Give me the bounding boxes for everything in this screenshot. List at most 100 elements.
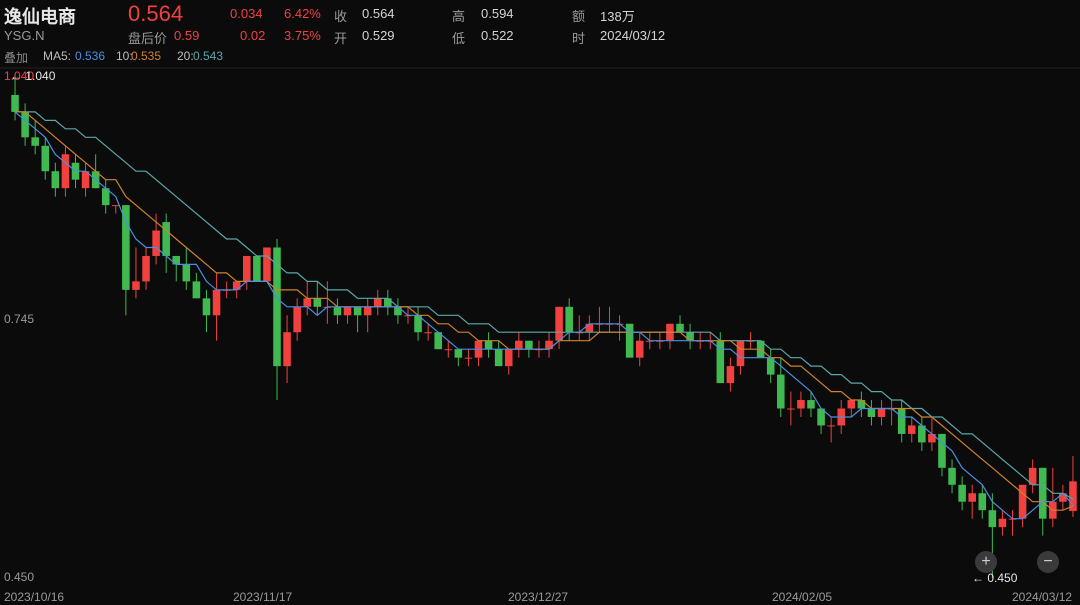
stock-symbol: YSG.N [4,28,45,43]
price-change: 0.034 [230,6,263,21]
candle-body [253,255,261,282]
high-label: 高 [452,9,466,24]
after-hours-price: 0.59 [174,28,200,43]
low-value: 0.522 [481,28,514,43]
open-value: 0.529 [362,28,395,43]
candle-body [283,332,291,367]
candle-body [565,306,573,333]
candle-body [776,374,785,409]
candle-body [394,306,402,316]
candle-body [202,298,211,316]
candle-body [555,306,563,341]
x-axis-label: 2023/10/16 [4,590,64,604]
candle-body [545,340,553,350]
candle-body [1018,484,1027,519]
candle-body [152,230,160,256]
price-change-pct: 6.42% [284,6,321,21]
candle-body [504,349,513,367]
candle-body [182,264,191,282]
candle-body [1069,481,1077,512]
candle-body [988,510,997,528]
candle-body [494,349,503,367]
candle-body [112,205,120,207]
candle-body [726,366,735,384]
y-axis-label: 0.450 [4,570,34,584]
overlay-button[interactable]: 叠加 [4,51,29,65]
candle-body [414,315,422,333]
candle-body [81,171,90,189]
candle-body [827,425,835,427]
candle-body [676,323,684,333]
candle-body [333,306,342,316]
after-hours-change: 0.02 [240,28,266,43]
candle-body [938,433,946,468]
candle-body [212,289,221,316]
x-axis-label: 2024/03/12 [1012,590,1072,604]
candle-body [242,255,251,282]
ma20-value: 0.543 [193,49,224,63]
high-value: 0.594 [481,6,514,21]
candle-body [293,306,301,333]
zoom-out-icon[interactable]: − [1037,551,1059,573]
after-hours-label: 盘后价 [128,31,168,46]
open-label: 开 [334,31,348,46]
ma5-value: 0.536 [75,49,106,63]
candle-body [807,400,815,409]
candle-body [625,323,634,358]
candle-body [11,94,19,112]
candle-body [928,433,936,443]
candle-body [303,298,312,307]
candle-body [716,340,725,384]
candle-body [273,247,281,367]
ma5-line [14,111,1074,520]
candle-body [232,281,241,290]
candle-body [484,340,493,350]
candle-body [363,306,372,316]
max-price-marker: ← 1.040 [10,69,56,83]
stock-name: 逸仙电商 [4,7,76,27]
y-axis-label: 1.040 [4,69,34,83]
candle-body [1028,467,1037,485]
candle-body [31,137,39,146]
candle-body [867,408,876,417]
candle-body [635,340,644,358]
candle-body [918,425,926,443]
x-axis-label: 2023/11/17 [233,590,292,604]
candle-body [464,357,473,359]
candle-body [162,222,170,256]
candle-body [41,145,50,172]
candle-body [313,298,322,307]
candle-body [998,518,1007,528]
candle-body [373,298,382,307]
candle-body [897,408,906,434]
candle-body [686,332,694,341]
min-price-marker: ← 0.450 [972,571,1018,585]
candle-body [968,493,976,502]
candle-body [1038,467,1047,519]
time-label: 时 [572,31,586,46]
candle-body [454,349,463,358]
after-hours-change-pct: 3.75% [284,28,321,43]
ma20-line [15,111,1074,500]
close-label: 收 [334,9,348,24]
y-axis-label: 0.745 [4,312,34,326]
candle-body [958,484,966,502]
zoom-in-icon[interactable]: + [975,551,997,573]
amount-label: 额 [572,9,586,24]
x-axis-label: 2023/12/27 [508,590,568,604]
candle-body [877,408,886,417]
ma10-line [15,111,1074,511]
ma10-label: 10: [116,49,133,63]
low-label: 低 [452,31,466,46]
candle-body [61,154,70,189]
candle-body [1059,493,1067,502]
candle-body [122,205,130,290]
x-axis-label: 2024/02/05 [772,590,832,604]
candle-body [424,332,432,334]
ma20-label: 20: [177,49,194,63]
candle-body [857,400,866,409]
candle-body [101,188,110,206]
close-value: 0.564 [362,6,395,21]
ma5-label: MA5: [43,49,72,63]
